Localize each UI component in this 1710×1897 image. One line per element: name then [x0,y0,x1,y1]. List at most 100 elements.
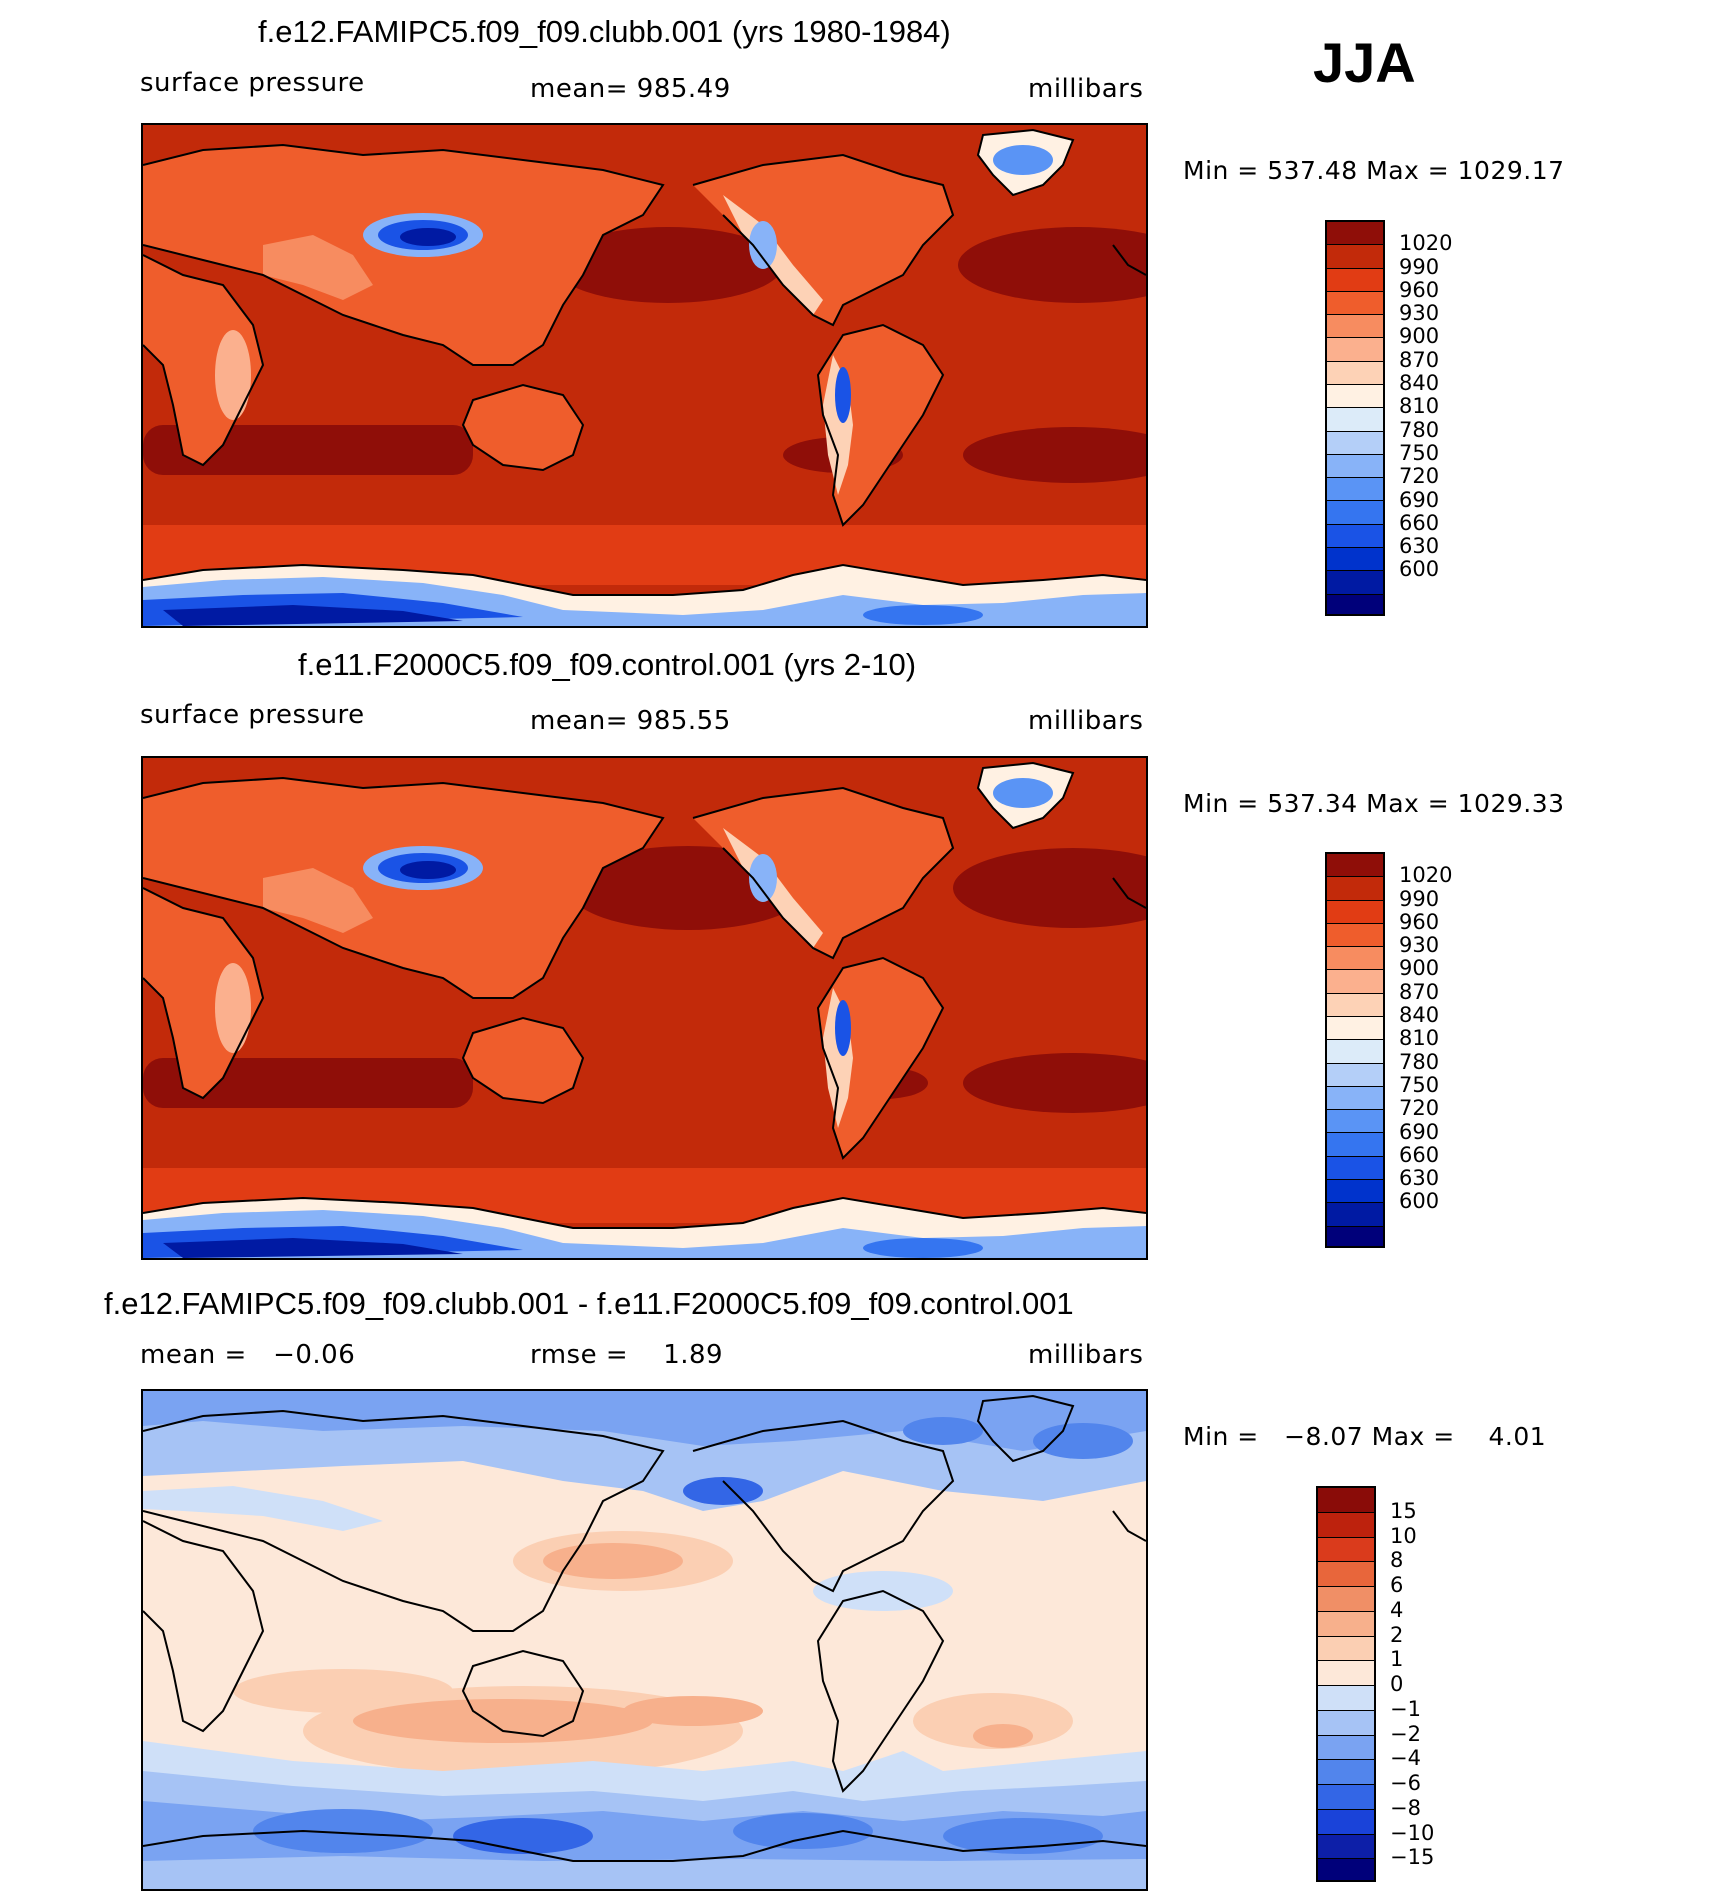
colorbar-swatch [1327,594,1383,614]
colorbar-swatch [1318,1735,1374,1761]
east-africa-highlands [215,330,251,420]
greenland-ice [993,145,1053,175]
panel2-title: f.e11.F2000C5.f09_f09.control.001 (yrs 2… [298,647,917,682]
southern-ocean-low-mid [453,1818,593,1854]
colorbar-swatch [1327,1016,1383,1041]
colorbar-swatch [1327,408,1383,432]
colorbar-tick-label: 900 [1399,956,1440,981]
colorbar-swatch [1318,1587,1374,1612]
greenland-low [903,1417,983,1445]
greenland-ice [993,778,1053,808]
panel3-units: millibars [1028,1340,1144,1370]
coastlines [143,128,1146,596]
colorbar-tick-label: 900 [1399,324,1440,349]
southern-ocean-low-atlantic [943,1818,1103,1854]
bering-low [683,1477,763,1505]
south-atlantic-positive [913,1693,1073,1749]
colorbar-tick-label: −4 [1390,1746,1421,1771]
colorbar-swatch [1318,1611,1374,1637]
colorbar-swatch [1327,1063,1383,1087]
central-asia-land [263,868,373,933]
panel3-map [141,1389,1148,1891]
rockies-high [749,854,777,902]
colorbar-swatch [1318,1686,1374,1711]
rockies-high [749,221,777,269]
colorbar-swatch [1327,970,1383,994]
colorbar-tick-label: 10 [1390,1523,1417,1548]
colorbar-tick-label: 840 [1399,1003,1440,1028]
panel3-mean: mean = −0.06 [140,1340,356,1370]
colorbar-tick-label: 960 [1399,909,1440,934]
north-negative-core [143,1391,1146,1451]
panel2-map [141,756,1148,1260]
colorbar-tick-label: 1020 [1399,231,1453,256]
panel3-title: f.e12.FAMIPC5.f09_f09.clubb.001 - f.e11.… [104,1286,1074,1321]
central-pacific-positive [623,1696,763,1726]
colorbar-swatch [1327,947,1383,971]
colorbar-swatch [1327,384,1383,409]
southern-ocean-low-west [253,1809,433,1853]
panel3-colorbar-swatches [1316,1486,1376,1882]
colorbar-swatch [1327,501,1383,525]
colorbar-tick-label: 720 [1399,1096,1440,1121]
colorbar-swatch [1327,1040,1383,1064]
colorbar-swatch [1327,993,1383,1017]
colorbar-tick-label: 750 [1399,1072,1440,1097]
panel2-mean: mean= 985.55 [530,706,731,736]
colorbar-tick-label: 780 [1399,1049,1440,1074]
eurasia-light-negative [143,1486,383,1531]
colorbar-tick-label: 2 [1390,1622,1404,1647]
colorbar-tick-label: 600 [1399,1189,1440,1214]
north-atlantic-high [958,227,1146,303]
panel3-map-svg [143,1391,1146,1889]
panel1-mean: mean= 985.49 [530,74,731,104]
panel3-rmse: rmse = 1.89 [530,1340,724,1370]
colorbar-tick-label: 630 [1399,1166,1440,1191]
south-pacific-positive-core [353,1699,653,1743]
colorbar-tick-label: 660 [1399,510,1440,535]
colorbar-swatch [1318,1710,1374,1736]
colorbar-tick-label: 6 [1390,1573,1404,1597]
colorbar-swatch [1327,291,1383,316]
colorbar-swatch [1327,877,1383,901]
panel1-variable: surface pressure [140,68,365,98]
colorbar-tick-label: −6 [1390,1771,1421,1795]
colorbar-swatch [1327,361,1383,385]
north-pacific-high [553,227,783,303]
colorbar-swatch [1327,315,1383,339]
panel1-minmax: Min = 537.48 Max = 1029.17 [1183,156,1565,185]
colorbar-swatch [1318,1834,1374,1860]
colorbar-swatch [1318,1809,1374,1835]
colorbar-tick-label: 840 [1399,371,1440,396]
north-pacific-positive-core [543,1543,683,1579]
colorbar-tick-label: 690 [1399,1119,1440,1144]
colorbar-swatch [1327,1179,1383,1204]
north-atlantic-high [953,848,1146,928]
colorbar-swatch [1327,431,1383,455]
colorbar-swatch [1327,900,1383,924]
andes-altiplano [835,367,851,423]
tibet-core [400,228,456,246]
colorbar-tick-label: −8 [1390,1795,1421,1820]
colorbar-swatch [1318,1785,1374,1810]
colorbar-tick-label: 0 [1390,1672,1404,1696]
south-atlantic-high [963,1053,1146,1113]
colorbar-tick-label: 8 [1390,1548,1404,1573]
colorbar-swatch [1327,1086,1383,1111]
colorbar-swatch [1318,1661,1374,1686]
east-antarctica-ice [863,1238,983,1258]
colorbar-swatch [1318,1760,1374,1785]
south-atlantic-high [963,427,1146,483]
colorbar-tick-label: 930 [1399,301,1440,326]
colorbar-tick-label: 4 [1390,1597,1404,1622]
colorbar-tick-label: −15 [1390,1845,1435,1870]
colorbar-tick-label: 990 [1399,886,1440,911]
east-africa-highlands [215,963,251,1053]
colorbar-swatch [1318,1488,1374,1513]
colorbar-swatch [1318,1537,1374,1563]
colorbar-tick-label: 870 [1399,347,1440,372]
colorbar-swatch [1327,245,1383,269]
colorbar-tick-label: 750 [1399,440,1440,465]
colorbar-swatch [1327,854,1383,878]
colorbar-tick-label: 600 [1399,557,1440,582]
